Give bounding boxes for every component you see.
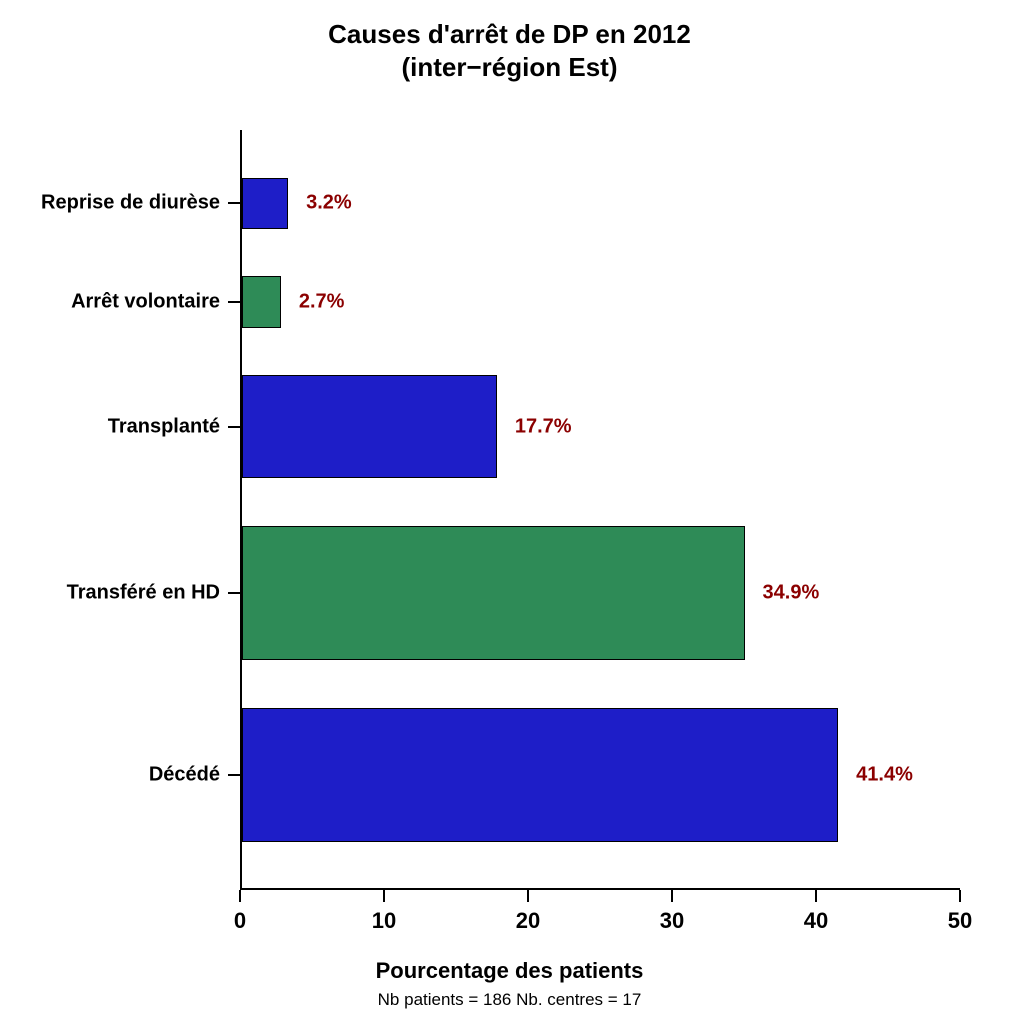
y-tick <box>228 592 240 594</box>
x-tick-label: 30 <box>660 908 684 934</box>
y-tick <box>228 774 240 776</box>
category-label: Transféré en HD <box>10 582 220 605</box>
chart-title-line2: (inter−région Est) <box>402 52 618 82</box>
x-tick <box>959 890 961 902</box>
bar <box>242 276 281 327</box>
value-label: 2.7% <box>299 291 345 314</box>
x-tick <box>383 890 385 902</box>
category-label: Arrêt volontaire <box>10 291 220 314</box>
bar <box>242 375 497 478</box>
x-tick-label: 0 <box>234 908 246 934</box>
category-label: Transplanté <box>10 415 220 438</box>
category-label: Reprise de diurèse <box>10 192 220 215</box>
chart-container: Causes d'arrêt de DP en 2012 (inter−régi… <box>0 0 1019 1032</box>
x-tick <box>239 890 241 902</box>
value-label: 34.9% <box>763 582 820 605</box>
x-tick-label: 40 <box>804 908 828 934</box>
x-tick <box>671 890 673 902</box>
x-tick <box>527 890 529 902</box>
bar <box>242 526 745 661</box>
chart-footer: Nb patients = 186 Nb. centres = 17 <box>0 990 1019 1010</box>
category-label: Décédé <box>10 764 220 787</box>
x-tick-label: 20 <box>516 908 540 934</box>
x-tick-label: 10 <box>372 908 396 934</box>
plot-area: 010203040503.2%2.7%17.7%34.9%41.4% <box>240 130 960 890</box>
value-label: 3.2% <box>306 192 352 215</box>
chart-title-line1: Causes d'arrêt de DP en 2012 <box>328 19 691 49</box>
bar <box>242 178 288 229</box>
x-axis-line <box>240 888 960 890</box>
x-tick-label: 50 <box>948 908 972 934</box>
x-axis-title: Pourcentage des patients <box>0 958 1019 984</box>
value-label: 17.7% <box>515 415 572 438</box>
chart-title: Causes d'arrêt de DP en 2012 (inter−régi… <box>0 18 1019 83</box>
x-tick <box>815 890 817 902</box>
bar <box>242 708 838 843</box>
y-tick <box>228 202 240 204</box>
y-tick <box>228 301 240 303</box>
value-label: 41.4% <box>856 764 913 787</box>
y-tick <box>228 426 240 428</box>
